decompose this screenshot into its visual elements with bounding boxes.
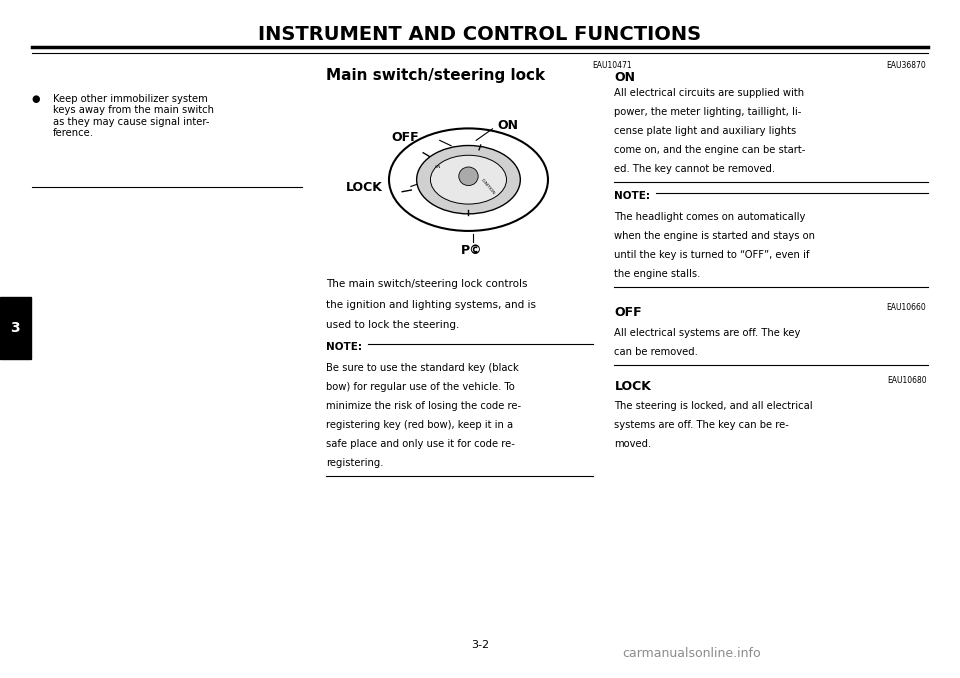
Text: EAU10660: EAU10660 — [887, 303, 926, 312]
Text: ●: ● — [32, 94, 40, 104]
Text: OFF: OFF — [614, 306, 642, 319]
Text: power, the meter lighting, taillight, li-: power, the meter lighting, taillight, li… — [614, 107, 802, 117]
Text: 3-2: 3-2 — [471, 639, 489, 650]
Text: Main switch/steering lock: Main switch/steering lock — [326, 68, 545, 83]
Text: minimize the risk of losing the code re-: minimize the risk of losing the code re- — [326, 401, 521, 412]
Text: P©: P© — [461, 244, 483, 258]
Text: EAU10471: EAU10471 — [592, 61, 632, 70]
Text: LOCK: LOCK — [346, 181, 382, 195]
Text: come on, and the engine can be start-: come on, and the engine can be start- — [614, 145, 805, 155]
Text: when the engine is started and stays on: when the engine is started and stays on — [614, 231, 815, 241]
Text: All electrical circuits are supplied with: All electrical circuits are supplied wit… — [614, 88, 804, 98]
Ellipse shape — [417, 146, 520, 214]
FancyBboxPatch shape — [0, 297, 31, 359]
Text: OFF: OFF — [392, 131, 420, 144]
Text: The headlight comes on automatically: The headlight comes on automatically — [614, 212, 805, 222]
Text: bow) for regular use of the vehicle. To: bow) for regular use of the vehicle. To — [326, 382, 516, 393]
Text: ON: ON — [435, 165, 441, 170]
Ellipse shape — [389, 128, 548, 231]
Text: moved.: moved. — [614, 439, 652, 450]
Ellipse shape — [459, 167, 478, 186]
Text: EAU10680: EAU10680 — [887, 376, 926, 385]
Text: cense plate light and auxiliary lights: cense plate light and auxiliary lights — [614, 126, 797, 136]
Text: IGNITION: IGNITION — [480, 178, 495, 195]
Text: can be removed.: can be removed. — [614, 347, 698, 357]
Text: LOCK: LOCK — [614, 380, 651, 393]
Text: NOTE:: NOTE: — [614, 191, 651, 201]
Text: safe place and only use it for code re-: safe place and only use it for code re- — [326, 439, 516, 450]
Text: Keep other immobilizer system
keys away from the main switch
as they may cause s: Keep other immobilizer system keys away … — [53, 94, 214, 138]
Text: until the key is turned to “OFF”, even if: until the key is turned to “OFF”, even i… — [614, 250, 810, 260]
Text: ed. The key cannot be removed.: ed. The key cannot be removed. — [614, 164, 776, 174]
Text: ON: ON — [614, 71, 636, 83]
Text: registering key (red bow), keep it in a: registering key (red bow), keep it in a — [326, 420, 514, 431]
Text: used to lock the steering.: used to lock the steering. — [326, 320, 460, 330]
Text: NOTE:: NOTE: — [326, 342, 363, 353]
Text: All electrical systems are off. The key: All electrical systems are off. The key — [614, 328, 801, 338]
Text: The steering is locked, and all electrical: The steering is locked, and all electric… — [614, 401, 813, 412]
Text: ON: ON — [497, 119, 518, 132]
Text: carmanualsonline.info: carmanualsonline.info — [622, 647, 760, 660]
Text: registering.: registering. — [326, 458, 384, 468]
Text: EAU36870: EAU36870 — [887, 61, 926, 70]
Ellipse shape — [430, 155, 507, 204]
Text: systems are off. The key can be re-: systems are off. The key can be re- — [614, 420, 789, 431]
Text: the engine stalls.: the engine stalls. — [614, 269, 701, 279]
Text: Be sure to use the standard key (black: Be sure to use the standard key (black — [326, 363, 519, 374]
Text: 3: 3 — [11, 321, 20, 335]
Text: The main switch/steering lock controls: The main switch/steering lock controls — [326, 279, 528, 290]
Text: the ignition and lighting systems, and is: the ignition and lighting systems, and i… — [326, 300, 537, 310]
Text: INSTRUMENT AND CONTROL FUNCTIONS: INSTRUMENT AND CONTROL FUNCTIONS — [258, 25, 702, 44]
